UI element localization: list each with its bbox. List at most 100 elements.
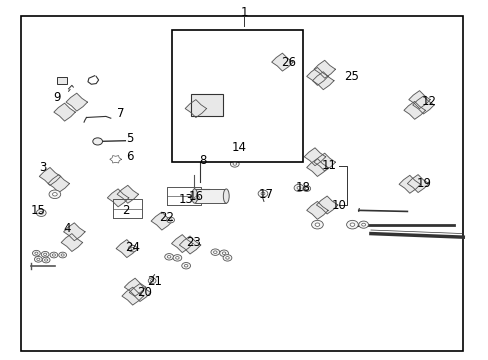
- Circle shape: [150, 280, 153, 282]
- Circle shape: [302, 186, 310, 192]
- Polygon shape: [190, 143, 211, 160]
- Polygon shape: [403, 102, 425, 119]
- Circle shape: [293, 184, 303, 192]
- Polygon shape: [306, 202, 327, 219]
- Text: 26: 26: [280, 55, 295, 69]
- Circle shape: [41, 251, 49, 257]
- Circle shape: [223, 255, 231, 261]
- Circle shape: [35, 252, 38, 255]
- Circle shape: [184, 265, 187, 267]
- Text: 14: 14: [232, 141, 246, 154]
- Text: 21: 21: [147, 275, 162, 288]
- Bar: [171, 30, 302, 162]
- Text: 24: 24: [125, 241, 140, 255]
- Polygon shape: [223, 125, 244, 143]
- Polygon shape: [63, 223, 85, 241]
- Polygon shape: [107, 189, 128, 207]
- Polygon shape: [66, 93, 87, 111]
- Text: 5: 5: [126, 132, 134, 145]
- Polygon shape: [408, 91, 429, 109]
- Circle shape: [358, 221, 368, 228]
- Circle shape: [314, 223, 319, 226]
- Polygon shape: [316, 196, 337, 214]
- Text: 7: 7: [117, 107, 124, 120]
- Text: 6: 6: [126, 150, 134, 163]
- Circle shape: [52, 193, 57, 196]
- Circle shape: [39, 211, 43, 214]
- Circle shape: [59, 252, 66, 258]
- Circle shape: [49, 190, 61, 199]
- Circle shape: [37, 258, 40, 260]
- Polygon shape: [171, 235, 193, 252]
- Circle shape: [296, 186, 300, 189]
- Polygon shape: [412, 96, 433, 114]
- Circle shape: [225, 257, 229, 259]
- Circle shape: [164, 253, 173, 260]
- Circle shape: [349, 223, 354, 226]
- Text: 18: 18: [295, 181, 310, 194]
- Polygon shape: [129, 284, 150, 301]
- Polygon shape: [306, 158, 327, 176]
- Circle shape: [131, 247, 134, 250]
- Text: 13: 13: [178, 193, 193, 206]
- Text: 17: 17: [258, 188, 273, 201]
- Circle shape: [230, 161, 239, 167]
- Circle shape: [128, 246, 137, 252]
- Circle shape: [258, 190, 267, 197]
- Polygon shape: [179, 236, 201, 254]
- Polygon shape: [61, 234, 82, 251]
- Circle shape: [210, 249, 219, 255]
- Circle shape: [361, 223, 365, 226]
- Polygon shape: [313, 153, 335, 171]
- Circle shape: [261, 192, 264, 195]
- Polygon shape: [122, 287, 143, 305]
- Text: 1: 1: [240, 6, 248, 19]
- Text: 16: 16: [188, 190, 203, 203]
- Polygon shape: [151, 212, 172, 230]
- Polygon shape: [124, 278, 145, 296]
- Polygon shape: [116, 240, 137, 257]
- Text: 11: 11: [322, 159, 336, 172]
- Bar: [57, 77, 67, 84]
- Text: 8: 8: [199, 154, 206, 167]
- Circle shape: [194, 197, 197, 199]
- Circle shape: [42, 257, 50, 263]
- Polygon shape: [304, 148, 325, 166]
- Text: 20: 20: [137, 286, 152, 299]
- Circle shape: [52, 254, 55, 256]
- Circle shape: [233, 163, 236, 165]
- Text: 4: 4: [63, 222, 71, 235]
- Circle shape: [219, 250, 228, 256]
- Polygon shape: [398, 175, 420, 193]
- Circle shape: [36, 209, 46, 216]
- Circle shape: [305, 188, 307, 190]
- Polygon shape: [313, 60, 335, 78]
- Polygon shape: [306, 67, 327, 85]
- Circle shape: [222, 252, 225, 255]
- Text: 9: 9: [54, 91, 61, 104]
- Circle shape: [167, 256, 170, 258]
- Circle shape: [148, 278, 156, 284]
- Circle shape: [93, 138, 102, 145]
- Text: 12: 12: [421, 95, 436, 108]
- Circle shape: [166, 217, 174, 223]
- Ellipse shape: [191, 189, 197, 203]
- Circle shape: [50, 252, 58, 258]
- Bar: [191, 94, 222, 116]
- Text: 15: 15: [30, 204, 45, 217]
- Circle shape: [34, 256, 42, 262]
- Ellipse shape: [223, 189, 229, 203]
- Circle shape: [175, 257, 179, 259]
- Circle shape: [169, 219, 172, 221]
- Text: 19: 19: [416, 177, 431, 190]
- Text: 10: 10: [331, 198, 346, 212]
- Polygon shape: [39, 167, 61, 185]
- Text: 3: 3: [39, 161, 46, 174]
- Polygon shape: [54, 103, 75, 121]
- Circle shape: [32, 250, 40, 256]
- Text: 23: 23: [185, 236, 201, 249]
- Polygon shape: [407, 175, 428, 193]
- Circle shape: [61, 254, 64, 256]
- Polygon shape: [312, 72, 333, 90]
- Text: 2: 2: [122, 204, 129, 217]
